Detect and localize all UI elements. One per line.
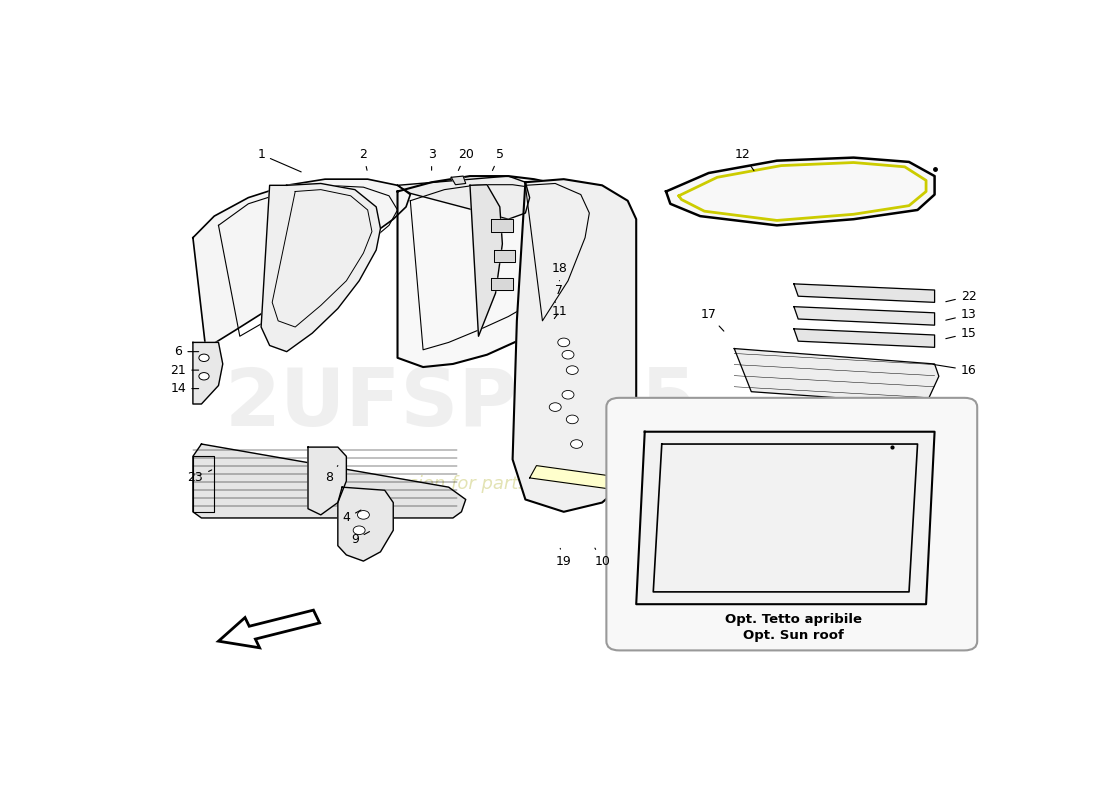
Polygon shape	[794, 329, 935, 347]
Text: 17: 17	[701, 308, 724, 331]
Polygon shape	[513, 179, 636, 512]
Polygon shape	[794, 284, 935, 302]
Polygon shape	[794, 306, 935, 325]
Polygon shape	[308, 447, 346, 515]
Text: 8: 8	[326, 466, 338, 485]
Text: Opt. Sun roof: Opt. Sun roof	[744, 629, 845, 642]
Polygon shape	[666, 158, 935, 226]
Text: 2: 2	[360, 148, 367, 170]
Text: Opt. Tetto apribile: Opt. Tetto apribile	[725, 613, 862, 626]
Polygon shape	[492, 219, 513, 231]
Circle shape	[353, 526, 365, 534]
Text: 15: 15	[946, 326, 977, 340]
Text: 19: 19	[556, 548, 572, 567]
Text: 18: 18	[551, 262, 568, 281]
Polygon shape	[636, 432, 935, 604]
Text: 22: 22	[946, 290, 977, 302]
Text: 20: 20	[458, 148, 474, 170]
Polygon shape	[192, 444, 465, 518]
Circle shape	[558, 338, 570, 346]
Circle shape	[358, 510, 370, 519]
Text: 12: 12	[735, 148, 754, 170]
Circle shape	[562, 350, 574, 359]
Polygon shape	[261, 183, 381, 352]
Polygon shape	[735, 349, 938, 404]
Circle shape	[571, 440, 583, 448]
Text: 23: 23	[188, 470, 211, 485]
FancyBboxPatch shape	[606, 398, 977, 650]
Text: 11: 11	[551, 305, 568, 318]
Text: 10: 10	[594, 548, 610, 567]
Text: 3: 3	[428, 148, 436, 170]
Text: 13: 13	[946, 308, 977, 321]
Polygon shape	[338, 487, 394, 561]
Polygon shape	[397, 176, 624, 367]
Polygon shape	[494, 250, 515, 262]
Circle shape	[199, 354, 209, 362]
Text: a passion for parts since 1985: a passion for parts since 1985	[360, 475, 631, 493]
Polygon shape	[397, 176, 530, 219]
Text: 6: 6	[175, 345, 199, 358]
Polygon shape	[530, 466, 625, 490]
Circle shape	[549, 402, 561, 411]
FancyArrow shape	[219, 610, 320, 648]
Text: 1: 1	[257, 148, 301, 172]
Polygon shape	[451, 176, 465, 185]
Polygon shape	[192, 342, 222, 404]
Circle shape	[199, 373, 209, 380]
Text: 21: 21	[170, 364, 199, 377]
Text: 9: 9	[351, 532, 370, 546]
Polygon shape	[192, 179, 410, 349]
Text: 7: 7	[556, 283, 563, 302]
Circle shape	[562, 390, 574, 399]
Text: 5: 5	[493, 148, 504, 170]
Text: 2UFSPOE5: 2UFSPOE5	[226, 365, 697, 443]
Text: 4: 4	[342, 510, 361, 525]
Polygon shape	[470, 185, 503, 336]
Polygon shape	[492, 278, 513, 290]
Circle shape	[566, 415, 579, 424]
Circle shape	[566, 366, 579, 374]
Text: 14: 14	[170, 382, 199, 395]
Text: 16: 16	[933, 364, 977, 377]
